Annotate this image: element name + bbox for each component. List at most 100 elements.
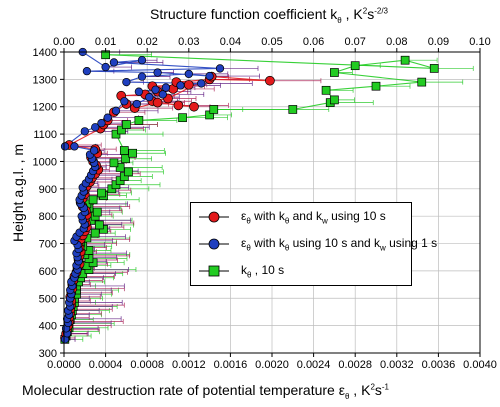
data-point-square: [371, 81, 381, 91]
legend-item-series-1: εθ with kθ and kw using 10 s: [197, 207, 386, 227]
bottom-tick-label: 0.0040: [463, 359, 497, 371]
data-point-circle: [91, 123, 100, 132]
data-point-square: [117, 125, 126, 135]
data-point-square: [288, 105, 298, 114]
data-point-circle: [60, 142, 70, 151]
data-point-circle: [70, 142, 79, 151]
legend-label-1: εθ with kθ and kw using 10 s: [241, 208, 386, 226]
data-point-circle: [176, 81, 185, 90]
data-point-square: [417, 77, 427, 87]
data-point-circle: [132, 99, 141, 109]
data-point-circle: [184, 69, 193, 79]
top-tick-label: 0.04: [220, 36, 241, 48]
data-point-square: [95, 220, 104, 230]
legend-swatch-circle-blue: [199, 238, 229, 250]
data-point-circle: [215, 64, 225, 73]
top-axis-ticks: 0.00 0.01 0.02 0.03 0.04 0.05 0.06 0.07 0.08 0.09…: [53, 36, 491, 52]
data-point-circle: [120, 97, 129, 106]
data-point-square: [92, 207, 102, 217]
data-point-circle: [265, 75, 275, 86]
data-point-circle: [111, 106, 121, 115]
top-tick-label: 0.03: [178, 36, 199, 48]
data-point-circle: [158, 90, 167, 99]
data-point-square: [350, 61, 360, 71]
bottom-tick-label: 0.0012: [172, 359, 206, 371]
data-point-circle: [122, 77, 131, 87]
data-point-circle: [82, 67, 92, 76]
data-point-square: [330, 95, 339, 105]
legend-item-series-2: εθ with kθ using 10 s and kw using 1 s: [197, 234, 437, 254]
data-point-circle: [145, 92, 154, 102]
left-tick-label: 700: [39, 239, 57, 251]
bottom-tick-label: 0.0004: [89, 359, 123, 371]
data-point-circle: [134, 87, 144, 96]
data-point-square: [90, 228, 100, 238]
top-tick-label: 0.01: [95, 36, 116, 48]
data-point-circle: [205, 71, 214, 81]
left-tick-label: 600: [39, 266, 57, 278]
left-tick-label: 1000: [33, 156, 57, 168]
left-tick-label: 300: [39, 348, 57, 360]
data-point-circle: [197, 79, 206, 88]
legend-item-series-3: kθ , 10 s: [197, 261, 284, 281]
data-point-square: [97, 188, 106, 198]
bottom-tick-label: 0.0032: [380, 359, 414, 371]
data-point-circle: [80, 127, 89, 136]
left-tick-label: 400: [39, 321, 57, 333]
data-point-square: [88, 195, 98, 205]
data-point-circle: [152, 97, 163, 108]
data-point-circle: [183, 79, 194, 90]
left-tick-label: 500: [39, 293, 57, 305]
y-axis-title: Height a.g.l. , m: [10, 143, 26, 243]
data-point-square: [128, 148, 137, 158]
bottom-tick-label: 0.0008: [130, 359, 164, 371]
data-point-square: [109, 158, 119, 168]
data-point-square: [115, 163, 125, 172]
bottom-axis-title: Molecular destruction rate of potential …: [22, 382, 390, 401]
top-tick-label: 0.07: [344, 36, 365, 48]
data-point-square: [209, 105, 219, 114]
data-point-circle: [101, 62, 110, 72]
left-tick-label: 1400: [33, 47, 57, 59]
legend-label-3: kθ , 10 s: [241, 262, 285, 280]
data-point-square: [119, 146, 129, 155]
top-axis-title: Structure function coefficient kθ , K2s-…: [150, 6, 389, 25]
top-tick-label: 0.05: [261, 36, 282, 48]
left-tick-label: 1100: [33, 129, 57, 141]
top-tick-label: 0.10: [469, 36, 490, 48]
left-tick-label: 800: [39, 211, 57, 223]
bottom-tick-label: 0.0020: [255, 359, 289, 371]
data-point-square: [122, 120, 131, 129]
top-tick-label: 0.06: [303, 36, 324, 48]
left-tick-label: 1300: [33, 74, 57, 86]
top-tick-label: 0.08: [386, 36, 407, 48]
legend-swatch-circle-red: [199, 211, 229, 223]
bottom-tick-label: 0.0000: [47, 359, 81, 371]
bottom-tick-label: 0.0016: [214, 359, 248, 371]
data-point-square: [400, 55, 410, 65]
left-tick-label: 900: [39, 184, 57, 196]
legend: εθ with kθ and kw using 10 s εθ with kθ …: [190, 202, 437, 286]
data-point-circle: [137, 56, 147, 65]
bottom-tick-label: 0.0036: [422, 359, 456, 371]
data-point-circle: [153, 68, 162, 77]
bottom-tick-label: 0.0024: [297, 359, 331, 371]
legend-swatch-square-green: [199, 265, 229, 277]
top-tick-label: 0.00: [53, 36, 74, 48]
bottom-tick-label: 0.0028: [338, 359, 372, 371]
data-point-circle: [137, 72, 147, 81]
legend-label-2: εθ with kθ using 10 s and kw using 1 s: [241, 235, 438, 253]
data-point-circle: [161, 83, 171, 92]
data-point-circle: [173, 100, 184, 111]
left-tick-label: 1200: [33, 102, 57, 114]
data-point-circle: [109, 58, 119, 67]
data-point-square: [124, 167, 133, 177]
series-markers: [60, 47, 439, 344]
data-point-square: [134, 116, 144, 125]
data-point-circle: [151, 85, 160, 94]
data-point-circle: [90, 146, 99, 155]
data-point-square: [178, 113, 187, 123]
data-point-square: [321, 85, 331, 95]
left-axis-ticks: 300 400 500 600 700 800 900 1000 1100 1200 1300 140…: [33, 47, 64, 360]
